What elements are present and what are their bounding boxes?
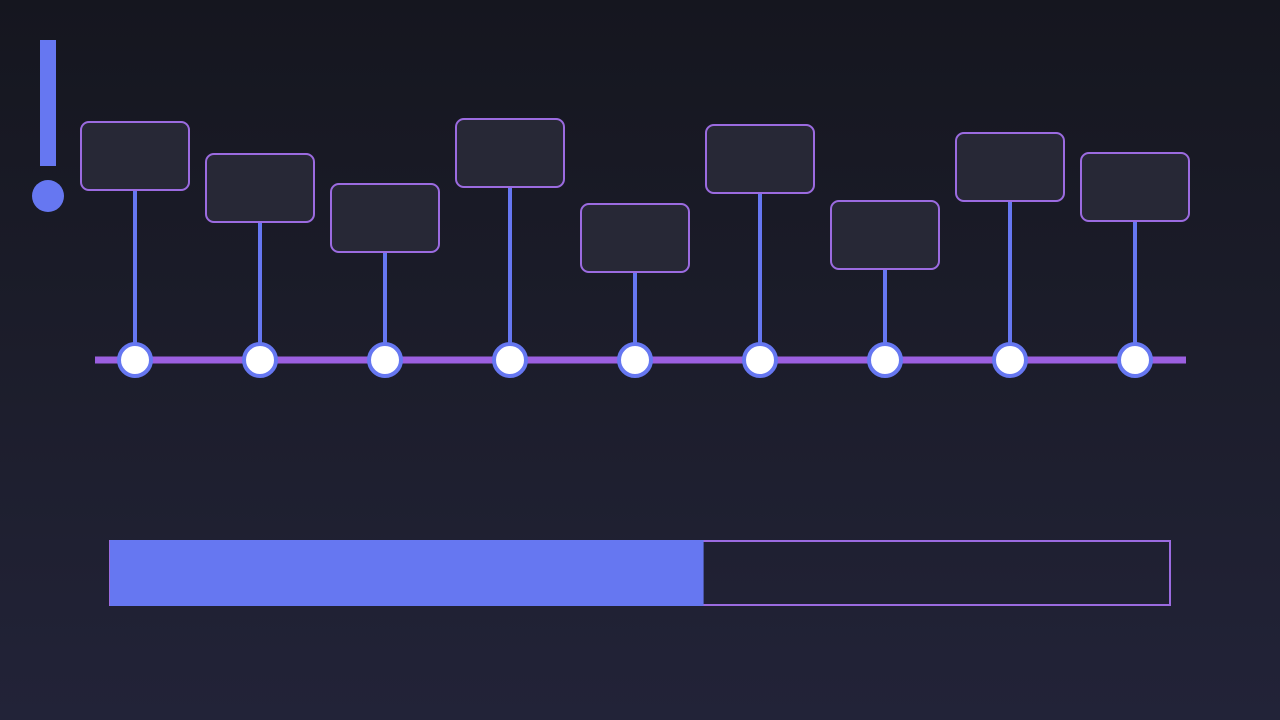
event-node[interactable] (117, 342, 153, 378)
event-card[interactable] (705, 124, 815, 194)
event-node[interactable] (242, 342, 278, 378)
event-node[interactable] (617, 342, 653, 378)
event-node[interactable] (1117, 342, 1153, 378)
event-card[interactable] (205, 153, 315, 223)
alert-bar (40, 40, 56, 166)
event-node[interactable] (867, 342, 903, 378)
event-node[interactable] (742, 342, 778, 378)
progress-fill (110, 540, 704, 606)
event-card[interactable] (455, 118, 565, 188)
progress-bar (109, 540, 1171, 606)
event-node[interactable] (992, 342, 1028, 378)
event-card[interactable] (580, 203, 690, 273)
event-node[interactable] (492, 342, 528, 378)
timeline-events (80, 118, 1190, 378)
event-card[interactable] (330, 183, 440, 253)
event-card[interactable] (1080, 152, 1190, 222)
alert-dot (32, 180, 64, 212)
event-card[interactable] (830, 200, 940, 270)
event-node[interactable] (367, 342, 403, 378)
event-card[interactable] (80, 121, 190, 191)
event-card[interactable] (955, 132, 1065, 202)
